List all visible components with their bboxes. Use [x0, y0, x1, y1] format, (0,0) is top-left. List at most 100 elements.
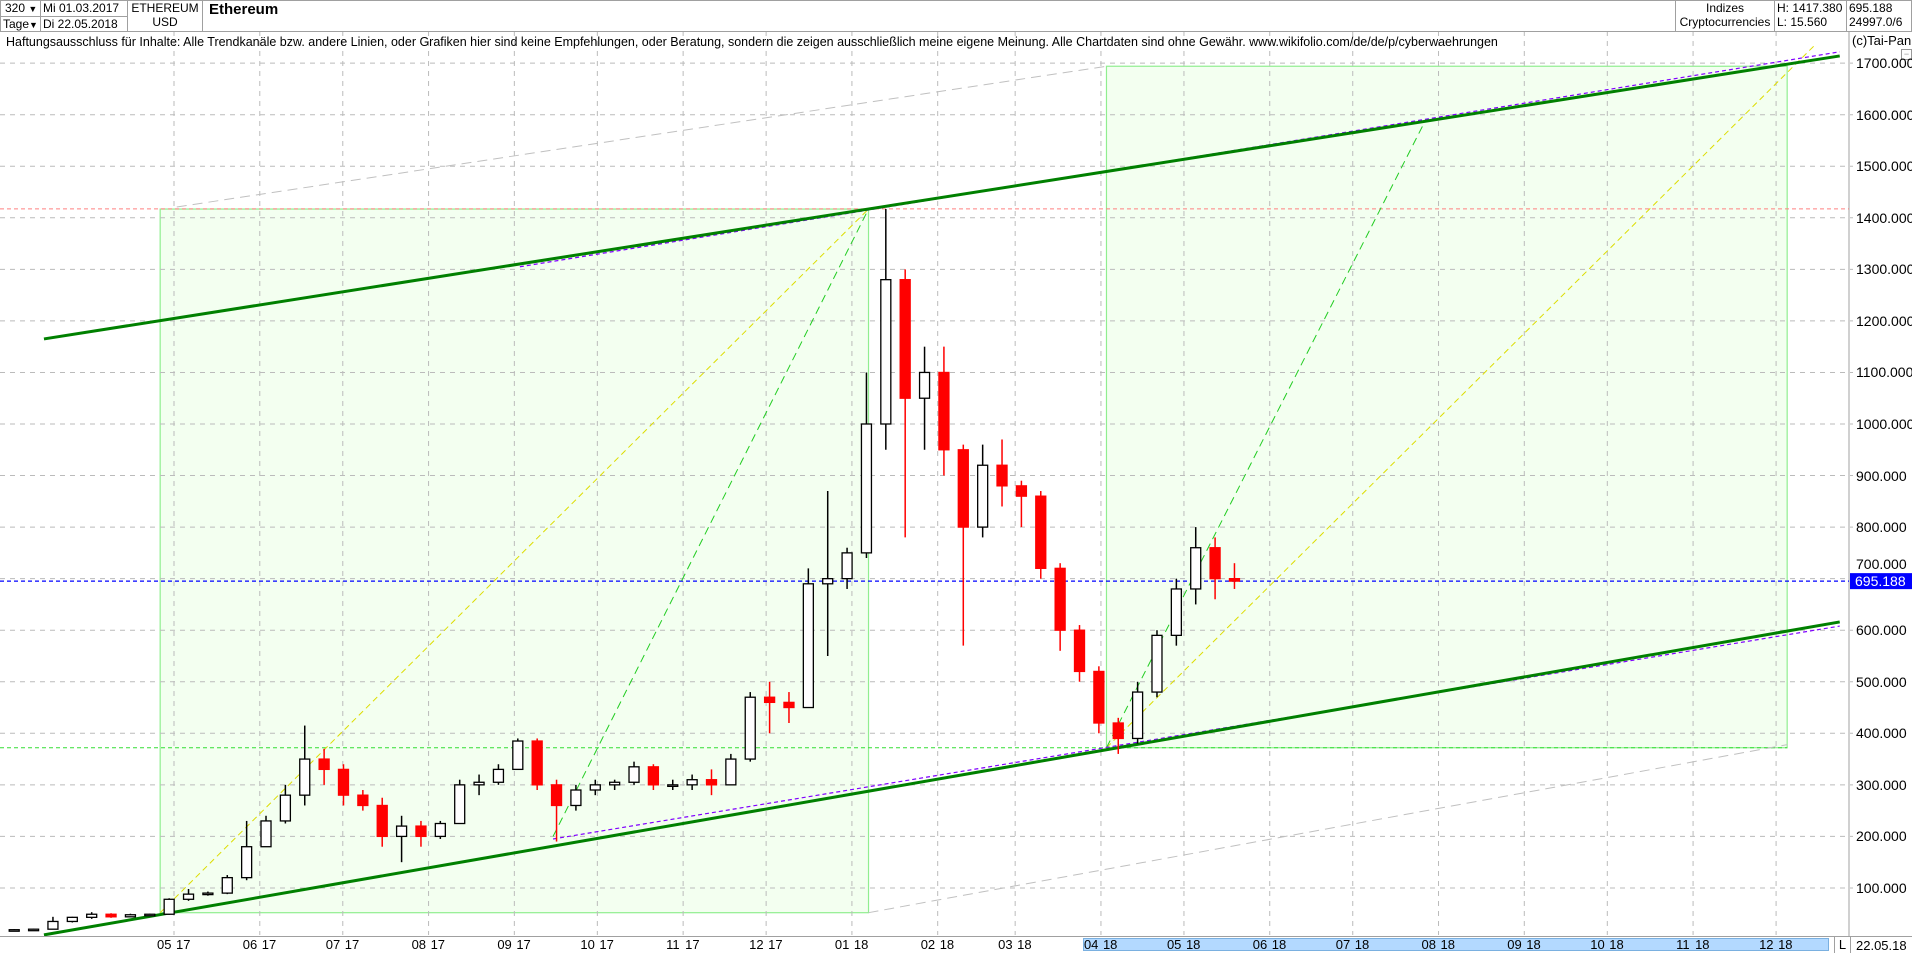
parallel-trend-line	[552, 625, 1840, 840]
candle-body	[299, 758, 311, 796]
candle-body	[1054, 567, 1066, 631]
last-price-tag-label: 695.188	[1855, 573, 1906, 589]
y-tick-label: 600.000	[1856, 622, 1907, 639]
chart-title: Ethereum	[202, 0, 1676, 32]
low-value: L: 15.560	[1777, 15, 1828, 29]
x-tick-label-year: 18	[1526, 937, 1541, 952]
period-select[interactable]: 320 ▼	[0, 0, 41, 17]
x-tick-label-month: 05	[157, 937, 172, 952]
candle-body	[570, 789, 582, 807]
unit-select[interactable]: Tage▼	[0, 16, 41, 32]
candle-body	[841, 552, 853, 580]
candle-body	[725, 758, 737, 786]
candle-body	[1131, 691, 1144, 740]
x-tick-label-month: 06	[242, 937, 258, 952]
candle-body	[434, 822, 446, 838]
candle-body	[86, 913, 98, 918]
subgroup-name: Cryptocurrencies	[1679, 15, 1771, 29]
candle-body	[144, 913, 156, 917]
candle-body	[783, 701, 795, 709]
candle-body	[899, 279, 911, 399]
x-tick-label-year: 18	[939, 937, 955, 952]
y-tick-label: 1000.000	[1856, 416, 1912, 432]
candle-body	[66, 916, 78, 923]
candle-body	[415, 825, 427, 838]
y-tick-label: 1400.000	[1856, 209, 1912, 226]
high-value: H: 1417.380	[1777, 1, 1843, 15]
x-tick-label-year: 18	[1440, 937, 1455, 952]
x-tick-label-month: 05	[1166, 937, 1182, 952]
candle-body	[376, 804, 388, 838]
x-tick-label-month: 07	[1335, 937, 1351, 952]
y-tick-label: 900.000	[1856, 467, 1907, 484]
y-tick-label: 800.000	[1856, 519, 1907, 536]
x-axis[interactable]: L 22.05.18	[0, 936, 1912, 953]
candle-body	[647, 766, 660, 786]
unit-value: Tage	[3, 17, 30, 31]
candle-body	[957, 449, 969, 528]
y-tick-label: 1700.000	[1856, 55, 1912, 72]
x-tick-label-month: 10	[580, 937, 595, 952]
candle-body	[221, 876, 233, 894]
symbol-cell: ETHEREUM USD	[127, 0, 203, 32]
candle-body	[1151, 634, 1163, 693]
high-low-cell: H: 1417.380 L: 15.560	[1774, 0, 1847, 32]
candle-body	[454, 784, 466, 825]
trend-channel-line	[43, 54, 1840, 341]
candle-body	[1228, 578, 1241, 582]
candle-body	[860, 423, 873, 554]
gray-trend-line	[868, 744, 1788, 914]
x-tick-label-month: 04	[1083, 937, 1099, 952]
candle-body	[686, 779, 698, 786]
x-tick-label-year: 18	[1017, 937, 1032, 952]
candle-body	[27, 928, 40, 932]
dropdown-arrow-icon: ▼	[28, 4, 38, 14]
mode-button[interactable]: L	[1834, 937, 1851, 953]
x-tick-label-year: 18	[1778, 937, 1793, 952]
x-tick-label-month: 02	[920, 937, 936, 952]
gray-trend-line	[176, 65, 1107, 208]
currency: USD	[152, 15, 178, 29]
date-to[interactable]: Di 22.05.2018	[40, 16, 128, 32]
candle-body	[357, 794, 369, 807]
yellow-fan-line	[159, 208, 869, 914]
x-tick-label-year: 18	[1185, 937, 1201, 952]
x-tick-label-year: 17	[261, 937, 277, 952]
x-tick-label-year: 18	[1271, 937, 1287, 952]
x-tick-label-month: 11	[666, 937, 680, 952]
candle-body	[163, 898, 175, 915]
x-tick-label-year: 18	[1102, 937, 1118, 952]
candle-body	[667, 784, 679, 787]
candle-body	[802, 583, 814, 709]
y-tick-label: 1500.000	[1856, 158, 1912, 175]
candle-body	[531, 740, 543, 786]
candle-body	[918, 371, 931, 399]
visible-range-scrollbar[interactable]	[1083, 938, 1829, 951]
x-tick-label-month: 11	[1676, 937, 1690, 952]
candle-body	[705, 779, 718, 786]
candle-body	[628, 766, 640, 783]
x-tick-label-month: 08	[411, 937, 427, 952]
candle-body	[395, 825, 408, 838]
candle-body	[1093, 670, 1105, 724]
group-name: Indizes	[1705, 1, 1745, 15]
candle-body	[492, 768, 505, 783]
x-tick-label-year: 18	[853, 937, 869, 952]
y-tick-label: 200.000	[1856, 828, 1907, 845]
candle-body	[1015, 485, 1028, 497]
x-tick-label-month: 06	[1252, 937, 1268, 952]
x-tick-label-month: 09	[1507, 937, 1522, 952]
y-tick-label: 500.000	[1856, 673, 1907, 690]
candle-body	[512, 740, 524, 771]
x-tick-label-year: 17	[685, 937, 700, 952]
candle-body	[822, 578, 834, 585]
candle-body	[260, 820, 272, 848]
volume-value: 24997.0/6	[1849, 15, 1903, 29]
candle-body	[550, 784, 563, 807]
candle-body	[996, 464, 1008, 487]
candle-body	[279, 794, 292, 822]
candle-body	[977, 464, 989, 528]
date-from[interactable]: Mi 01.03.2017	[40, 0, 128, 17]
x-tick-label-year: 17	[344, 937, 360, 952]
